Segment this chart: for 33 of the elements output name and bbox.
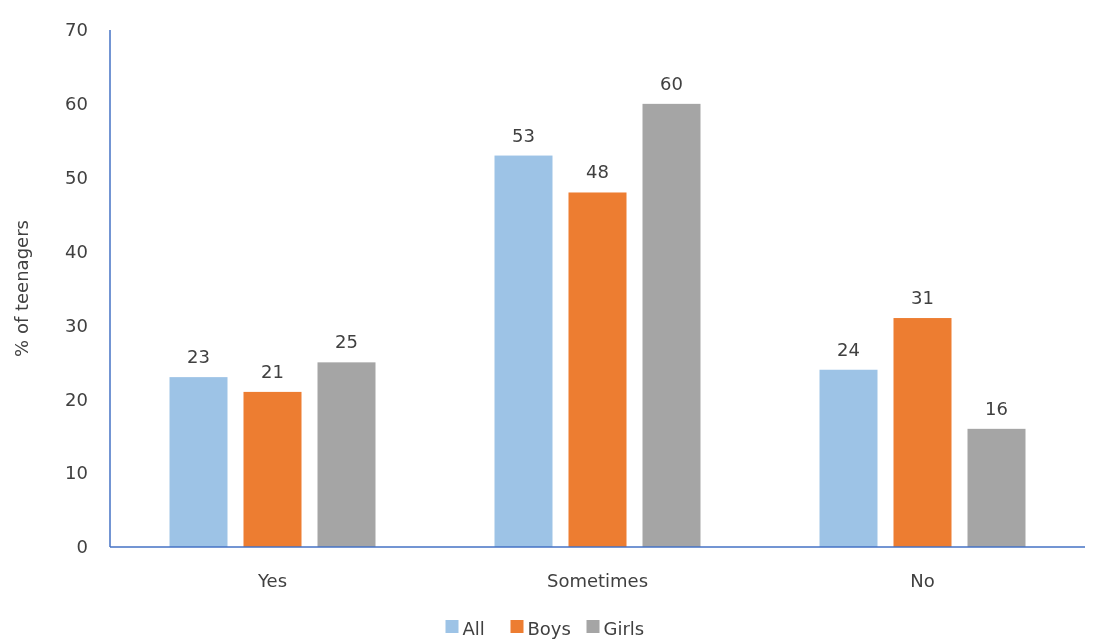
legend-label: Boys xyxy=(527,618,571,639)
bar xyxy=(893,318,952,547)
bar xyxy=(568,192,627,547)
bar xyxy=(494,155,553,547)
y-tick-label: 0 xyxy=(76,536,88,558)
data-label: 23 xyxy=(187,346,210,368)
legend-label: Girls xyxy=(603,618,645,639)
y-axis-title: % of teenagers xyxy=(11,220,32,357)
x-tick-label: No xyxy=(910,570,935,591)
y-tick-label: 60 xyxy=(65,93,88,115)
data-label: 24 xyxy=(837,338,860,360)
data-label: 48 xyxy=(586,161,609,183)
bar xyxy=(642,103,701,547)
bar xyxy=(317,362,376,547)
legend-label: All xyxy=(462,618,485,639)
y-tick-label: 40 xyxy=(65,240,88,262)
x-tick-label: Sometimes xyxy=(546,570,649,591)
bar xyxy=(819,369,878,547)
data-label: 53 xyxy=(512,124,535,146)
data-label: 21 xyxy=(261,360,284,382)
data-label: 31 xyxy=(911,287,934,309)
bar xyxy=(967,428,1026,547)
y-tick-label: 20 xyxy=(65,388,88,410)
data-label: 25 xyxy=(335,331,358,353)
data-label: 16 xyxy=(985,397,1008,419)
bar xyxy=(243,391,302,547)
y-tick-label: 50 xyxy=(65,167,88,189)
y-tick-label: 70 xyxy=(65,19,88,41)
y-tick-label: 10 xyxy=(65,462,88,484)
data-label: 60 xyxy=(660,72,683,94)
bar xyxy=(169,377,228,547)
x-tick-label: Yes xyxy=(256,570,288,591)
y-tick-label: 30 xyxy=(65,314,88,336)
